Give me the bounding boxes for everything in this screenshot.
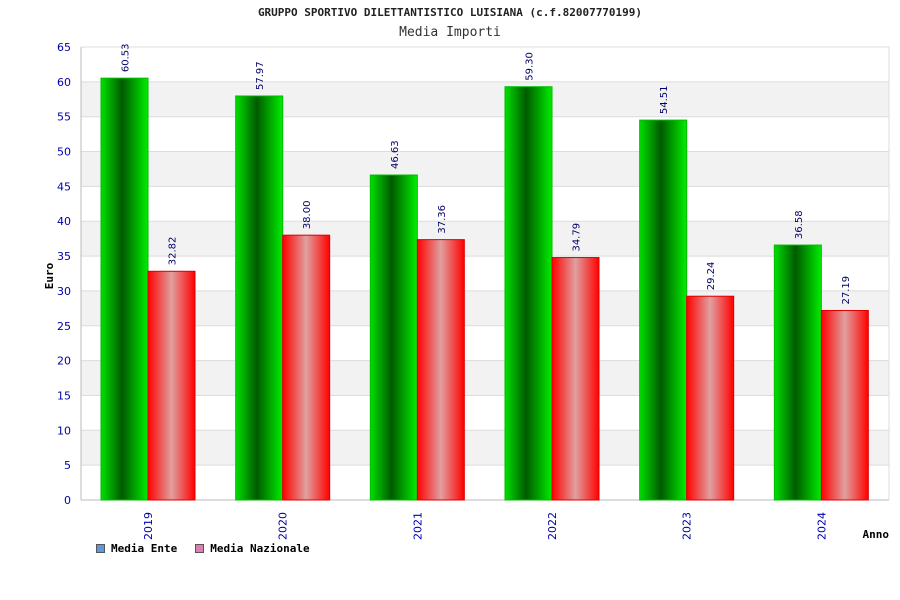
data-label: 59.30 [525, 52, 536, 81]
x-tick-label: 2019 [142, 512, 155, 540]
data-label: 32.82 [168, 237, 179, 266]
y-axis-label: Euro [43, 262, 56, 289]
data-label: 29.24 [706, 262, 717, 291]
grid-band [81, 81, 889, 117]
bar-media-ente [639, 119, 688, 501]
grid-bands [81, 81, 889, 466]
bar-media-nazionale [686, 295, 735, 501]
data-label: 60.53 [121, 44, 132, 73]
grid-band [81, 430, 889, 466]
x-tick-label: 2021 [411, 512, 424, 540]
x-tick-label: 2022 [546, 512, 559, 540]
chart-subtitle: Media Importi [399, 25, 501, 40]
legend-label: Media Nazionale [210, 542, 310, 555]
axes [80, 46, 890, 501]
bar-media-ente [235, 95, 284, 501]
legend: Media Ente Media Nazionale [96, 542, 310, 555]
y-tick-label: 5 [64, 459, 71, 472]
data-label: 57.97 [255, 61, 266, 90]
bar-media-nazionale [820, 310, 869, 501]
data-label: 34.79 [572, 223, 583, 252]
y-tick-label: 0 [64, 494, 71, 507]
y-tick-label: 10 [57, 424, 71, 437]
y-tick-label: 15 [57, 389, 71, 402]
bar-media-ente [773, 244, 822, 501]
x-axis-ticks: 2019 2020 2021 2022 2023 2024 [142, 512, 828, 540]
bar-media-ente [504, 86, 553, 501]
y-tick-label: 40 [57, 215, 71, 228]
bars: 60.53 32.82 57.97 38.00 46.63 37.36 59.30 34.79… [100, 44, 869, 501]
y-tick-label: 35 [57, 250, 71, 263]
legend-item-media-nazionale: Media Nazionale [195, 542, 310, 555]
bar-media-ente [100, 77, 149, 501]
y-tick-label: 45 [57, 180, 71, 193]
x-tick-label: 2020 [277, 512, 290, 540]
y-tick-label: 55 [57, 111, 71, 124]
x-tick-label: 2023 [681, 512, 694, 540]
y-tick-label: 50 [57, 146, 71, 159]
legend-swatch [96, 544, 105, 553]
legend-swatch [195, 544, 205, 553]
data-label: 36.58 [794, 210, 805, 239]
y-tick-label: 20 [57, 355, 71, 368]
legend-label: Media Ente [111, 542, 178, 555]
bar-media-nazionale [551, 257, 600, 501]
data-label: 37.36 [437, 205, 448, 234]
data-label: 27.19 [841, 276, 852, 305]
y-tick-label: 60 [57, 76, 71, 89]
x-tick-label: 2024 [815, 512, 828, 540]
data-label: 54.51 [659, 85, 670, 114]
grid-band [81, 290, 889, 326]
chart-title: GRUPPO SPORTIVO DILETTANTISTICO LUISIANA… [257, 6, 643, 19]
data-label: 46.63 [390, 140, 401, 169]
y-tick-label: 65 [57, 41, 71, 54]
y-tick-label: 30 [57, 285, 71, 298]
bar-media-nazionale [416, 239, 465, 501]
bar-media-ente [369, 174, 418, 501]
legend-item-media-ente: Media Ente [96, 542, 177, 555]
grid-band [81, 221, 889, 257]
y-axis-ticks: 0 5 10 15 20 25 30 35 40 45 50 55 60 65 [57, 41, 71, 507]
data-label: 38.00 [302, 201, 313, 230]
bar-media-nazionale [147, 270, 196, 501]
y-tick-label: 25 [57, 320, 71, 333]
grid-band [81, 151, 889, 187]
grid-band [81, 360, 889, 396]
bar-media-nazionale [282, 234, 331, 501]
x-axis-label: Anno [863, 528, 890, 541]
